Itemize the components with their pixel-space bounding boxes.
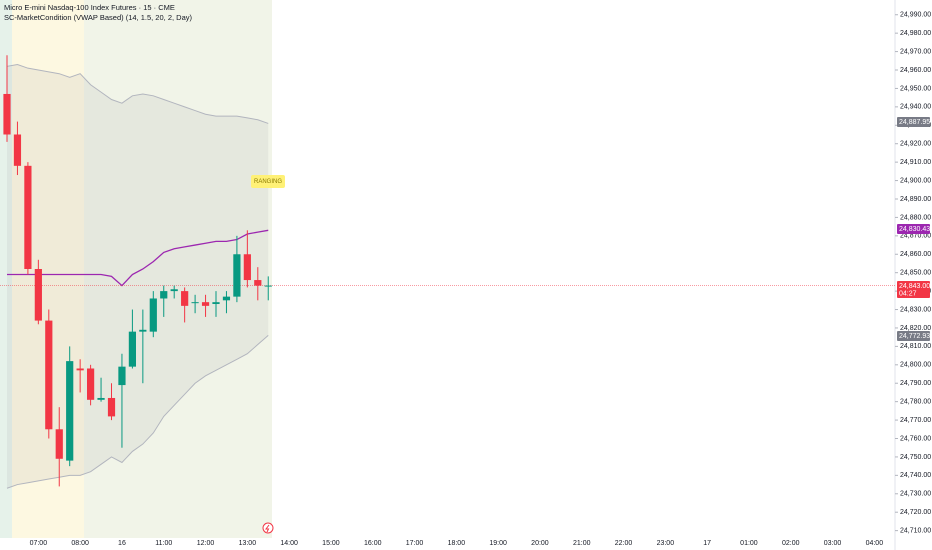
y-tick-label: 24,750.00: [900, 454, 931, 461]
x-tick-label: 17:00: [406, 540, 424, 547]
y-tick-label: 24,740.00: [900, 472, 931, 479]
candle-body: [201, 302, 210, 306]
price-badge-label: 24,772.93: [899, 333, 930, 340]
candle-body: [55, 429, 63, 459]
y-tick-label: 24,760.00: [900, 435, 931, 442]
candle-body: [160, 291, 168, 299]
annotation-bg: [251, 175, 285, 188]
x-tick-label: 20:00: [531, 540, 549, 547]
x-tick-label: 17: [703, 540, 711, 547]
x-tick-label: 22:00: [615, 540, 633, 547]
candle-body: [191, 302, 199, 304]
candle-body: [181, 291, 189, 306]
x-tick-label: 13:00: [239, 540, 257, 547]
x-tick-label: 04:00: [866, 540, 884, 547]
y-tick-label: 24,900.00: [900, 177, 931, 184]
countdown-label: 04:27: [899, 290, 917, 297]
price-badge: [897, 281, 930, 298]
candle-body: [212, 302, 220, 305]
price-badge: [897, 117, 930, 127]
y-tick-label: 24,880.00: [900, 214, 931, 221]
event-icon-bolt: [265, 524, 270, 533]
candle-body: [76, 368, 84, 371]
price-badge-label: 24,830.43: [899, 226, 930, 233]
price-badge: [897, 331, 930, 341]
x-tick-label: 19:00: [489, 540, 507, 547]
x-tick-label: 08:00: [71, 540, 89, 547]
y-tick-label: 24,890.00: [900, 196, 931, 203]
candle-body: [107, 397, 116, 417]
y-tick-label: 24,970.00: [900, 48, 931, 55]
candle-body: [222, 296, 231, 301]
y-tick-label: 24,950.00: [900, 85, 931, 92]
x-tick-label: 02:00: [782, 540, 800, 547]
candle-body: [118, 366, 126, 386]
annotation: RANGING: [254, 179, 282, 185]
candle-body: [13, 134, 22, 166]
x-tick-label: 11:00: [155, 540, 172, 547]
y-tick-label: 24,780.00: [900, 399, 931, 406]
x-tick-label: 16: [118, 540, 126, 547]
y-tick-label: 24,870.00: [900, 233, 931, 240]
vwap-line: [7, 229, 269, 287]
y-tick-label: 24,770.00: [900, 417, 931, 424]
y-tick-label: 24,920.00: [900, 141, 931, 148]
y-tick-label: 24,730.00: [900, 491, 931, 498]
plot: [0, 55, 895, 489]
indicator-title: SC-MarketCondition (VWAP Based) (14, 1.5…: [4, 13, 192, 22]
candle-body: [149, 298, 157, 332]
y-tick-label: 24,850.00: [900, 270, 931, 277]
candle-body: [34, 269, 42, 321]
band-line: [6, 63, 269, 124]
candle-body: [128, 331, 136, 367]
price-badge-label: 24,887.95: [899, 119, 930, 126]
band-line: [6, 334, 269, 489]
candle-body: [254, 280, 262, 286]
y-tick-label: 24,800.00: [900, 362, 931, 369]
y-tick-label: 24,960.00: [900, 67, 931, 74]
candle-body: [24, 165, 32, 269]
candle-body: [264, 285, 272, 287]
x-tick-label: 23:00: [657, 540, 675, 547]
y-tick-label: 24,810.00: [900, 343, 931, 350]
x-tick-label: 15:00: [322, 540, 340, 547]
y-tick-label: 24,980.00: [900, 30, 931, 37]
price-badge-label: 24,843.00: [899, 283, 930, 290]
candle-body: [233, 254, 241, 297]
x-tick-label: 01:00: [740, 540, 758, 547]
chart-title: Micro E-mini Nasdaq-100 Index Futures · …: [4, 3, 175, 12]
y-tick-label: 24,820.00: [900, 325, 931, 332]
x-tick-label: 18:00: [448, 540, 466, 547]
x-tick-label: 14:00: [280, 540, 298, 547]
x-tick-label: 07:00: [30, 540, 48, 547]
candle-body: [3, 93, 11, 135]
candle-body: [66, 361, 74, 461]
candle-body: [97, 397, 105, 400]
candle-body: [45, 320, 53, 430]
candle-body: [170, 289, 178, 292]
candle-body: [243, 254, 251, 281]
y-tick-label: 24,710.00: [900, 527, 931, 534]
x-tick-label: 12:00: [197, 540, 215, 547]
price-badge: [897, 224, 930, 234]
x-tick-label: 03:00: [824, 540, 842, 547]
y-tick-label: 24,790.00: [900, 380, 931, 387]
candle-body: [87, 368, 95, 400]
x-tick-label: 21:00: [573, 540, 591, 547]
y-tick-label: 24,990.00: [900, 12, 931, 19]
y-tick-label: 24,940.00: [900, 104, 931, 111]
y-tick-label: 24,720.00: [900, 509, 931, 516]
y-tick-label: 24,910.00: [900, 159, 931, 166]
x-tick-label: 16:00: [364, 540, 382, 547]
y-tick-label: 24,860.00: [900, 251, 931, 258]
event-icon[interactable]: [262, 522, 274, 534]
y-tick-label: 24,830.00: [900, 306, 931, 313]
session-bg: [84, 0, 272, 538]
candle-body: [139, 329, 147, 332]
